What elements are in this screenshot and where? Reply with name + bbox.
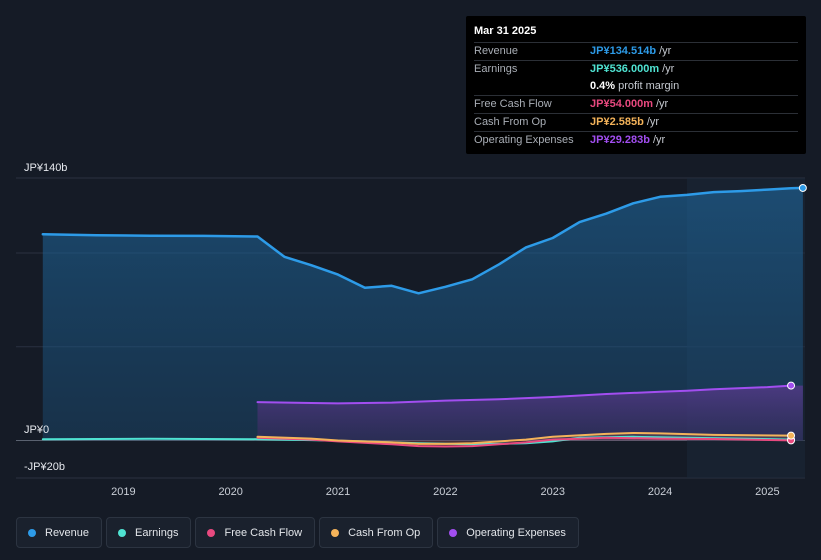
operating-expenses-end-marker: [787, 381, 796, 390]
legend-label: Revenue: [45, 526, 90, 539]
tooltip-row-unit: /yr: [656, 98, 669, 110]
x-tick-label: 2020: [218, 486, 242, 498]
free-cash-flow-line: [256, 436, 792, 448]
tooltip-row-value: 0.4%: [590, 80, 616, 92]
legend-dot: [331, 528, 340, 537]
tooltip-row: Revenue JP¥134.514b/yr: [474, 42, 798, 60]
x-tick-label: 2021: [326, 486, 350, 498]
legend-label: Free Cash Flow: [224, 526, 303, 539]
tooltip-row: Earnings JP¥536.000m/yr: [474, 60, 798, 78]
cash-from-op-line: [256, 432, 792, 445]
tooltip-row-key: Earnings: [474, 63, 518, 75]
data-tooltip: Mar 31 2025 Revenue JP¥134.514b/yr Earning…: [466, 16, 806, 154]
legend-item-free-cash-flow[interactable]: Free Cash Flow: [195, 517, 316, 548]
tooltip-row-key: [474, 78, 590, 95]
tooltip-row-value: JP¥54.000m: [590, 98, 653, 110]
revenue-area: [42, 187, 803, 441]
series-lines: [41, 186, 805, 448]
x-tick-label: 2023: [540, 486, 564, 498]
legend-dot: [207, 528, 216, 537]
revenue-end-marker: [798, 183, 807, 192]
y-label-bottom: -JP¥20b: [24, 461, 65, 473]
cash-from-op-area: [257, 433, 791, 444]
tooltip-date: Mar 31 2025: [474, 25, 537, 37]
cash-from-op-end-marker: [787, 431, 796, 440]
tooltip-row: Free Cash Flow JP¥54.000m/yr: [474, 95, 798, 113]
legend-label: Operating Expenses: [466, 526, 566, 539]
operating-expenses-area: [257, 385, 803, 441]
legend-item-cash-from-op[interactable]: Cash From Op: [319, 517, 434, 548]
tooltip-row-key: Free Cash Flow: [474, 98, 552, 110]
x-axis: 2019 2020 2021 2022 2023 2024 2025: [111, 486, 780, 498]
series-end-markers: [787, 183, 807, 445]
tooltip-row-unit: /yr: [662, 63, 675, 75]
x-tick-label: 2019: [111, 486, 135, 498]
tooltip-row-value: JP¥134.514b: [590, 45, 657, 57]
series-areas: [42, 187, 803, 447]
legend-dot: [118, 528, 127, 537]
tooltip-row-unit: /yr: [659, 45, 672, 57]
x-tick-label: 2024: [648, 486, 672, 498]
x-tick-label: 2022: [433, 486, 457, 498]
tooltip-row-value: JP¥29.283b: [590, 134, 650, 146]
tooltip-row-unit: /yr: [652, 134, 666, 146]
tooltip-rows: Revenue JP¥134.514b/yr Earnings JP¥536.000m…: [474, 42, 798, 149]
legend-dot: [28, 528, 36, 537]
legend-item-operating-expenses[interactable]: Operating Expenses: [437, 517, 579, 548]
tooltip-row-key: Cash From Op: [474, 116, 547, 128]
x-tick-label: 2025: [755, 486, 779, 498]
y-label-top: JP¥140b: [24, 162, 67, 174]
tooltip-row: Cash From Op JP¥2.585b/yr: [474, 113, 798, 131]
legend-dot: [449, 528, 458, 537]
revenue-line: [41, 186, 805, 295]
legend-label: Cash From Op: [348, 526, 421, 539]
tooltip-row: 0.4% profit margin: [474, 78, 798, 95]
tooltip-row-unit: profit margin: [618, 80, 680, 92]
legend-label: Earnings: [135, 526, 179, 539]
tooltip-row-value: JP¥536.000m: [590, 63, 660, 75]
legend-item-revenue[interactable]: Revenue: [16, 517, 103, 548]
y-label-zero: JP¥0: [24, 424, 49, 436]
tooltip-row-value: JP¥2.585b: [590, 116, 644, 128]
tooltip-row-unit: /yr: [646, 116, 660, 128]
chart-legend: Revenue Earnings Free Cash Flow Cash From O…: [16, 517, 579, 549]
tooltip-row: Operating Expenses JP¥29.283b/yr: [474, 131, 798, 149]
tooltip-row-key: Operating Expenses: [474, 134, 574, 146]
tooltip-row-key: Revenue: [474, 45, 519, 57]
operating-expenses-line: [256, 384, 792, 405]
legend-item-earnings[interactable]: Earnings: [106, 517, 192, 548]
